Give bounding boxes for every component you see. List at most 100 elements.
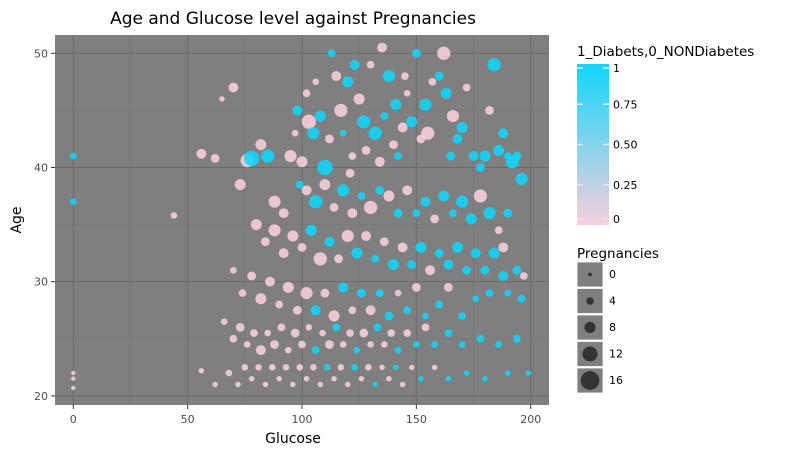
data-point [381,341,388,348]
data-point [331,71,342,82]
data-point [310,364,317,371]
data-point [379,364,385,371]
data-point [383,190,395,202]
data-point [498,128,509,139]
data-point [479,150,491,162]
data-point [366,60,375,69]
data-point [361,231,371,241]
data-point [513,334,521,343]
data-point [357,192,366,200]
data-point [458,312,466,320]
data-point [446,151,456,161]
data-point [434,71,444,81]
data-point [339,129,347,137]
data-points [69,42,532,391]
data-point [282,281,294,293]
data-point [425,265,436,276]
data-point [368,126,382,140]
data-point [372,381,378,388]
colorbar-tick-label: 0.50 [613,139,638,152]
data-point [435,300,444,309]
data-point [397,242,408,253]
data-point [488,247,500,259]
data-point [409,364,415,371]
chart-title: Age and Glucose level against Pregnancie… [110,9,476,29]
data-point [347,208,358,219]
color-legend-title: 1_Diabets,0_NONDiabetes [577,44,754,60]
data-point [482,375,488,382]
size-legend-key-dot [586,297,594,305]
data-point [443,282,453,292]
data-point [345,168,355,178]
data-point [473,189,487,203]
data-point [277,323,286,332]
data-point [332,323,341,332]
y-tick-label: 30 [34,276,48,289]
color-legend: 1_Diabets,0_NONDiabetes 1 0.75 0.50 0.25 0 [577,44,754,226]
data-point [229,334,238,343]
data-point [327,49,336,58]
data-point [412,209,421,217]
data-point [264,329,271,337]
data-point [328,310,340,322]
size-legend-label: 4 [609,295,616,308]
data-point [445,375,452,382]
data-point [374,156,385,167]
data-point [397,122,408,133]
data-point [493,144,505,156]
data-point [419,98,432,111]
data-point [323,364,331,371]
data-point [255,139,267,151]
data-point [250,329,258,337]
data-point [367,341,374,348]
data-point [296,156,308,168]
data-point [462,83,471,92]
x-tick-label: 200 [520,413,541,426]
plot-panel [55,35,549,405]
data-point [365,305,376,316]
data-point [494,226,503,235]
data-point [196,148,207,159]
data-point [225,369,233,377]
data-point [234,179,246,191]
data-point [430,214,440,224]
data-point [293,305,302,315]
data-point [402,185,413,196]
data-point [420,196,431,207]
data-point [379,237,389,247]
data-point [307,127,320,140]
data-point [487,58,501,72]
data-point [296,364,304,371]
data-point [69,198,77,206]
data-point [341,229,354,243]
data-point [268,195,281,208]
data-point [301,185,312,196]
data-point [375,185,385,195]
data-point [452,133,463,144]
data-point [317,381,324,388]
data-point [238,289,247,297]
y-tick-label: 20 [34,390,48,403]
x-axis-label: Glucose [265,431,321,447]
data-point [262,381,269,388]
data-point [338,282,349,293]
data-point [278,248,289,259]
data-point [389,140,398,150]
x-tick-label: 0 [70,413,77,426]
size-legend-key-dot [584,321,596,334]
data-point [437,46,451,60]
data-point [468,151,479,161]
data-point [71,370,76,376]
size-legend: Pregnancies 0 4 8 12 16 [576,246,659,394]
data-point [480,265,490,275]
data-point [485,105,494,115]
data-point [512,265,522,275]
data-point [278,208,289,219]
data-point [268,364,276,371]
data-point [394,289,402,297]
data-point [498,242,509,253]
data-point [434,248,444,258]
data-point [290,381,296,388]
data-point [418,375,424,382]
